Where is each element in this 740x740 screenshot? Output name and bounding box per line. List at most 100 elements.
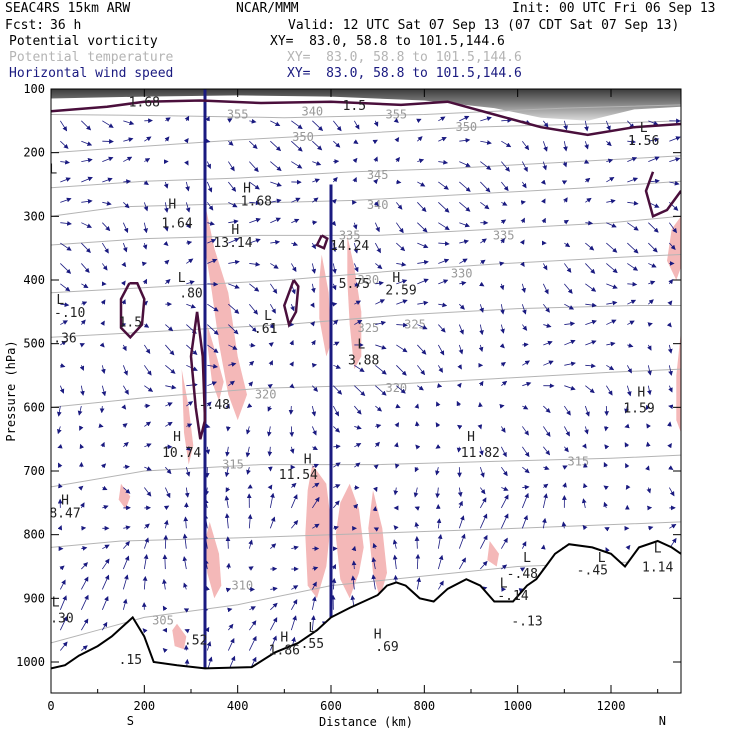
wind-arrow — [164, 202, 169, 213]
wind-arrow — [186, 423, 193, 428]
wind-arrow — [479, 513, 488, 529]
high-marker: H — [231, 223, 239, 238]
wind-arrow — [458, 344, 464, 355]
wind-arrow — [224, 467, 230, 478]
high-marker: H — [637, 385, 645, 400]
high-marker: H — [304, 452, 312, 467]
wind-arrow — [563, 141, 568, 152]
wind-arrow — [541, 198, 546, 204]
wind-arrow — [501, 201, 508, 206]
wind-arrow — [59, 120, 68, 132]
wind-arrow — [102, 201, 112, 206]
wind-arrow — [81, 263, 90, 274]
wind-arrow — [438, 116, 446, 122]
wind-arrow — [352, 222, 358, 230]
wind-arrow — [394, 422, 400, 428]
wind-arrow — [669, 136, 681, 142]
pv-shaded-region — [207, 324, 224, 401]
wind-arrow — [268, 360, 273, 366]
wind-arrow — [584, 120, 589, 132]
field-pv-name: Potential vorticity — [9, 34, 158, 49]
wind-arrow — [184, 487, 190, 498]
wind-arrow — [458, 515, 465, 529]
wind-arrow — [627, 139, 636, 145]
wind-arrow — [417, 158, 425, 164]
wind-arrow — [435, 444, 441, 449]
wind-arrow — [479, 304, 484, 313]
pv-value-label: 1.68 — [241, 194, 272, 209]
wind-arrow — [521, 181, 527, 189]
wind-arrow — [249, 283, 260, 292]
wind-arrow — [647, 322, 653, 327]
wind-arrow — [396, 279, 408, 285]
wind-arrow — [437, 344, 445, 356]
wind-arrow — [373, 156, 378, 162]
wind-arrow — [310, 615, 316, 631]
wind-arrow — [606, 364, 615, 371]
wind-arrow — [436, 401, 441, 407]
wind-arrow — [144, 466, 152, 471]
wind-arrow — [164, 487, 171, 499]
wind-arrow — [291, 161, 303, 169]
pv-value-label: 13.14 — [213, 236, 252, 251]
wind-arrow — [647, 365, 652, 376]
wind-arrow — [59, 385, 65, 394]
wind-arrow — [312, 445, 318, 451]
low-marker: L — [654, 541, 662, 556]
wind-arrow — [606, 198, 616, 204]
wind-arrow — [99, 342, 105, 348]
wind-arrow — [206, 181, 213, 193]
wind-arrow — [102, 222, 111, 232]
wind-arrow — [393, 118, 399, 124]
pv-shaded-region — [335, 483, 364, 599]
wind-arrow — [396, 179, 402, 185]
wind-arrow — [606, 177, 615, 183]
wind-arrow — [417, 222, 428, 233]
wind-arrow — [267, 383, 273, 389]
wind-arrow — [102, 156, 114, 162]
header-init: Init: 00 UTC Fri 06 Sep 13 — [512, 1, 716, 16]
high-marker: H — [467, 430, 475, 445]
wind-arrow — [123, 525, 131, 531]
wind-arrow — [648, 525, 654, 531]
wind-arrow — [80, 594, 89, 610]
wind-arrow — [521, 304, 527, 315]
pv-value-label: .52 — [184, 634, 207, 649]
wind-arrow — [480, 560, 488, 570]
wind-arrow — [501, 466, 508, 477]
plot-frame — [50, 88, 682, 694]
wind-arrow — [417, 300, 429, 306]
wind-arrow — [227, 161, 235, 172]
wind-arrow — [417, 181, 426, 187]
wind-arrow — [564, 339, 576, 346]
wind-arrow — [585, 220, 594, 226]
wind-arrow — [500, 324, 505, 334]
wind-arrow — [122, 365, 128, 376]
wind-arrow — [332, 405, 339, 417]
wind-arrow — [311, 426, 317, 436]
wind-arrow — [269, 492, 275, 509]
high-marker: H — [168, 198, 176, 213]
wind-arrow — [120, 280, 126, 286]
wind-arrow — [101, 574, 110, 590]
wind-arrow — [143, 344, 151, 354]
wind-arrow — [393, 487, 399, 496]
wind-arrow — [228, 181, 237, 192]
wind-arrow — [414, 403, 420, 409]
wind-arrow — [249, 261, 261, 267]
wind-arrow — [162, 578, 167, 590]
wind-arrow — [122, 385, 129, 395]
wind-arrow — [312, 197, 319, 203]
wind-arrow — [81, 176, 93, 183]
wind-arrow — [458, 557, 466, 570]
wind-arrow — [99, 406, 105, 414]
wind-arrow — [122, 242, 128, 253]
wind-arrow — [58, 462, 63, 468]
wind-arrow — [354, 300, 362, 305]
wind-arrow — [396, 385, 406, 394]
wind-arrow — [312, 566, 319, 571]
wind-arrow — [354, 462, 361, 468]
wind-arrow — [228, 219, 239, 225]
wind-arrow — [478, 344, 484, 352]
pv-value-label: .36 — [53, 331, 76, 346]
